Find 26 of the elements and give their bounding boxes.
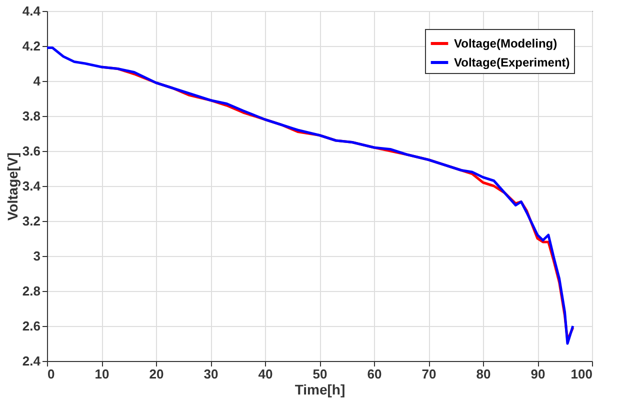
y-tick-label: 2.8 bbox=[22, 284, 40, 298]
y-tick-label: 3.8 bbox=[22, 108, 40, 124]
y-tick-label: 4.2 bbox=[22, 38, 40, 54]
y-tick-label: 2.4 bbox=[22, 354, 42, 368]
x-tick-label: 30 bbox=[204, 366, 218, 382]
legend-label: Voltage(Modeling) bbox=[454, 36, 558, 50]
x-tick-label: 70 bbox=[422, 366, 436, 382]
y-tick-label: 3.6 bbox=[22, 144, 40, 158]
x-tick-label: 20 bbox=[149, 366, 164, 382]
y-axis-title: Voltage[V] bbox=[4, 152, 20, 221]
y-tick-label: 4 bbox=[33, 74, 42, 88]
x-tick-label: 100 bbox=[570, 366, 592, 382]
y-tick-label: 3.2 bbox=[22, 214, 40, 228]
x-tick-label: 80 bbox=[476, 366, 491, 382]
y-tick-label: 4.4 bbox=[22, 4, 42, 18]
x-tick-label: 40 bbox=[258, 366, 273, 382]
x-axis-title: Time[h] bbox=[294, 382, 346, 398]
x-tick-label: 90 bbox=[530, 366, 546, 382]
y-tick-label: 3 bbox=[33, 248, 40, 264]
x-tick-label: 60 bbox=[367, 366, 382, 382]
x-tick-label: 0 bbox=[48, 366, 55, 382]
y-tick-label: 3.4 bbox=[22, 178, 42, 194]
legend-label: Voltage(Experiment) bbox=[454, 56, 570, 70]
y-tick-label: 2.6 bbox=[22, 318, 40, 334]
x-tick-label: 10 bbox=[94, 366, 110, 382]
x-tick-label: 50 bbox=[312, 366, 328, 382]
